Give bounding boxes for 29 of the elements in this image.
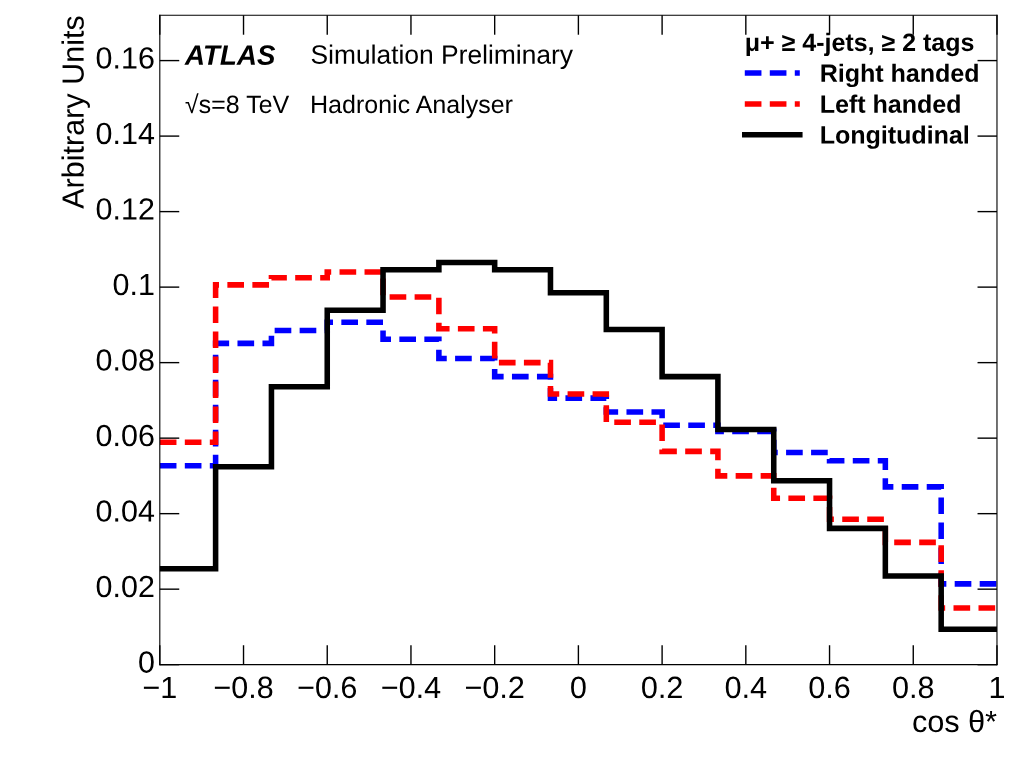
annotation: √s=8 TeV Hadronic Analyser [185,93,513,119]
x-tick-label: −0.4 [382,676,441,699]
y-tick-label: 0.12 [96,198,154,220]
x-tick-label: −1 [143,676,176,698]
y-tick-label: 0 [139,651,154,673]
x-tick-label: 0.6 [809,676,850,699]
x-tick-label: 0.2 [642,676,682,699]
y-tick-label: 0.02 [96,575,154,598]
y-tick-label: 0.08 [96,349,154,371]
y-tick-label: 0.1 [113,273,154,296]
legend-label: Left handed [821,94,960,113]
x-tick-label: 1 [990,676,1004,698]
x-tick-label: −0.2 [466,676,524,699]
x-axis-title: cos θ* [913,709,997,733]
x-tick-label: −0.6 [298,676,357,699]
x-tick-label: 0 [571,676,586,699]
y-axis-title: Arbitrary Units [61,16,90,209]
y-tick-label: 0.04 [96,500,155,522]
annotation: Simulation Preliminary [311,44,573,70]
legend-label: Right handed [821,63,978,88]
x-tick-label: 0.4 [725,676,767,699]
annotation: ATLAS [184,45,276,65]
y-tick-label: 0.14 [96,122,155,145]
y-tick-label: 0.06 [96,424,154,447]
x-tick-label: −0.8 [214,676,273,699]
y-tick-label: 0.16 [96,47,154,69]
legend-title: μ+ ≥ 4-jets, ≥ 2 tags [746,32,974,57]
legend-label: Longitudinal [821,125,968,149]
x-tick-label: 0.8 [893,676,934,699]
